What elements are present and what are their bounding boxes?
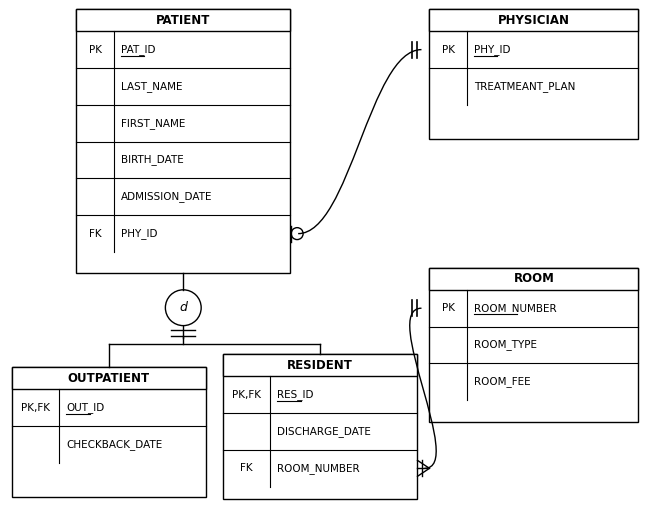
Text: FIRST_NAME: FIRST_NAME	[121, 118, 186, 129]
Bar	[430, 9, 638, 138]
Bar	[430, 9, 638, 31]
Text: PK: PK	[442, 303, 455, 313]
Text: PHY_ID: PHY_ID	[121, 228, 158, 239]
Text: BIRTH_DATE: BIRTH_DATE	[121, 154, 184, 166]
Text: DISCHARGE_DATE: DISCHARGE_DATE	[277, 426, 371, 437]
Text: FK: FK	[240, 463, 253, 473]
Text: ROOM_TYPE: ROOM_TYPE	[474, 339, 537, 351]
Text: ADMISSION_DATE: ADMISSION_DATE	[121, 191, 213, 202]
Text: PK: PK	[89, 44, 102, 55]
Text: RESIDENT: RESIDENT	[286, 359, 352, 372]
Bar	[223, 355, 417, 499]
Text: ROOM_NUMBER: ROOM_NUMBER	[474, 303, 557, 314]
Text: PATIENT: PATIENT	[156, 14, 210, 27]
Text: FK: FK	[89, 228, 102, 239]
Text: PHY_ID: PHY_ID	[474, 44, 510, 55]
Text: ROOM: ROOM	[514, 272, 554, 285]
Bar	[12, 367, 206, 497]
Bar	[12, 367, 206, 389]
Text: PHYSICIAN: PHYSICIAN	[498, 14, 570, 27]
Text: d: d	[179, 301, 187, 314]
Bar	[76, 9, 290, 273]
Text: ROOM_NUMBER: ROOM_NUMBER	[277, 463, 360, 474]
Text: OUTPATIENT: OUTPATIENT	[68, 372, 150, 385]
Bar	[430, 268, 638, 290]
Bar	[430, 268, 638, 422]
Bar	[76, 9, 290, 31]
Text: PAT_ID: PAT_ID	[121, 44, 156, 55]
Text: CHECKBACK_DATE: CHECKBACK_DATE	[66, 439, 163, 450]
Text: ROOM_FEE: ROOM_FEE	[474, 377, 531, 387]
Text: RES_ID: RES_ID	[277, 389, 314, 400]
Text: PK,FK: PK,FK	[21, 403, 50, 413]
Bar	[223, 355, 417, 376]
Text: LAST_NAME: LAST_NAME	[121, 81, 183, 92]
Text: PK,FK: PK,FK	[232, 390, 261, 400]
Text: TREATMEANT_PLAN: TREATMEANT_PLAN	[474, 81, 575, 92]
Text: PK: PK	[442, 44, 455, 55]
Text: OUT_ID: OUT_ID	[66, 402, 105, 413]
